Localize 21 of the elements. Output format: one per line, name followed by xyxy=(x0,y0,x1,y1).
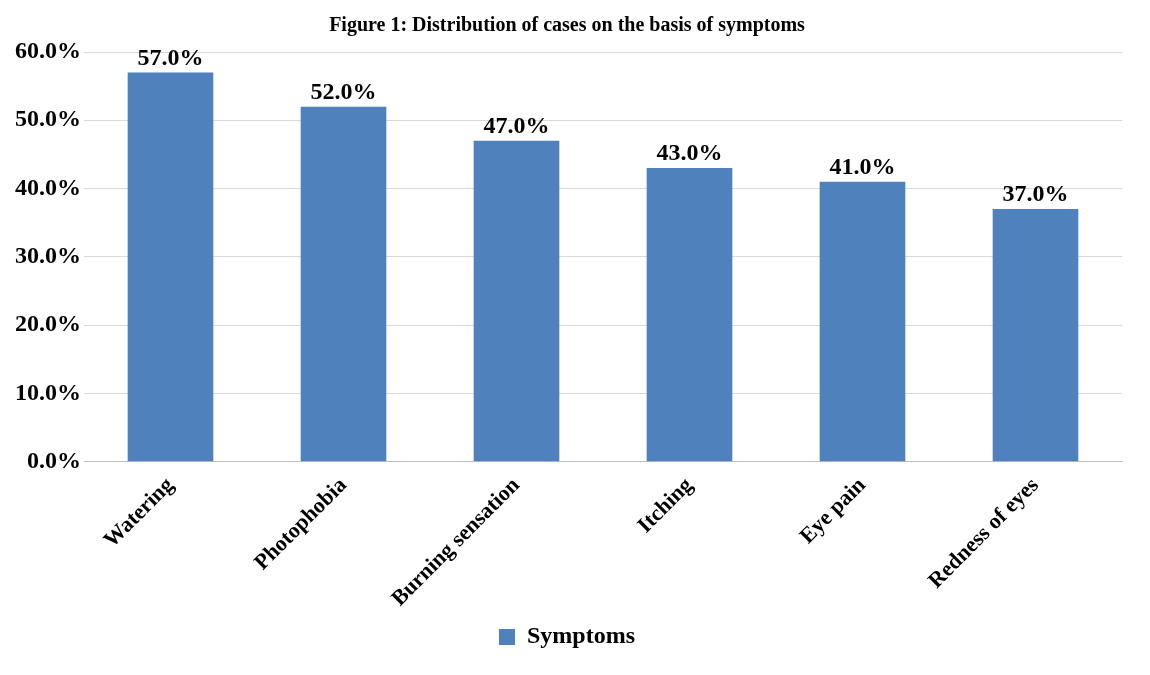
bar xyxy=(473,140,560,462)
data-label: 41.0% xyxy=(829,152,896,179)
bar xyxy=(646,168,733,462)
legend-label: Symptoms xyxy=(526,622,636,649)
y-tick-label: 20.0% xyxy=(15,310,81,337)
bar xyxy=(819,181,906,462)
data-label: 43.0% xyxy=(656,139,723,166)
y-tick-label: 40.0% xyxy=(15,173,81,200)
y-tick-label: 10.0% xyxy=(15,378,81,405)
y-tick-label: 0.0% xyxy=(27,446,81,473)
bar xyxy=(992,209,1079,462)
data-label: 52.0% xyxy=(310,77,377,104)
data-label: 37.0% xyxy=(1002,180,1069,207)
chart-title: Figure 1: Distribution of cases on the basis of symptoms xyxy=(329,13,806,37)
y-tick-label: 30.0% xyxy=(15,242,81,269)
data-label: 57.0% xyxy=(137,43,204,70)
y-tick-label: 60.0% xyxy=(15,37,81,64)
bar xyxy=(127,72,214,462)
y-tick-label: 50.0% xyxy=(15,105,81,132)
data-label: 47.0% xyxy=(483,111,550,138)
bar xyxy=(300,106,387,462)
